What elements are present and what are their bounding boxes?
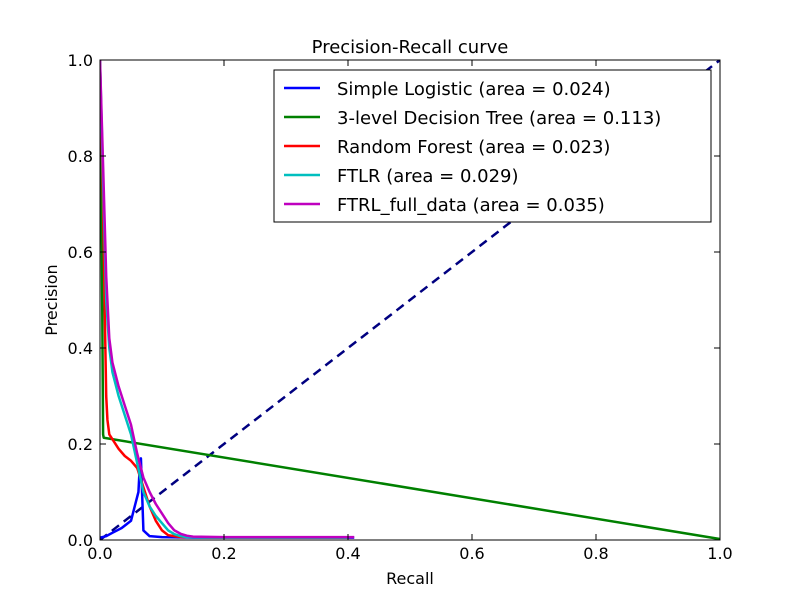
x-axis-label: Recall [386, 569, 434, 588]
legend-label-1: 3-level Decision Tree (area = 0.113) [337, 108, 661, 129]
y-axis-label: Precision [42, 264, 61, 335]
y-tick-label: 0.2 [68, 435, 93, 454]
legend-label-2: Random Forest (area = 0.023) [337, 137, 610, 158]
y-tick-label: 0.8 [68, 147, 93, 166]
y-tick-label: 0.4 [68, 339, 93, 358]
y-tick-label: 0.6 [68, 243, 93, 262]
x-tick-label: 0.6 [459, 544, 484, 563]
x-tick-label: 0.0 [87, 544, 112, 563]
legend-label-3: FTLR (area = 0.029) [337, 166, 519, 187]
x-tick-label: 0.4 [335, 544, 360, 563]
x-tick-label: 0.2 [211, 544, 236, 563]
x-tick-label: 1.0 [707, 544, 732, 563]
legend-box [273, 69, 712, 223]
x-tick-label: 0.8 [583, 544, 608, 563]
y-tick-label: 1.0 [68, 51, 93, 70]
y-tick-label: 0.0 [68, 531, 93, 550]
series-line-1 [100, 60, 720, 540]
chart-title: Precision-Recall curve [312, 37, 509, 58]
series-line-4 [100, 60, 355, 539]
legend-label-4: FTRL_full_data (area = 0.035) [337, 195, 605, 216]
plot-frame [99, 59, 721, 541]
legend-label-0: Simple Logistic (area = 0.024) [337, 79, 611, 100]
